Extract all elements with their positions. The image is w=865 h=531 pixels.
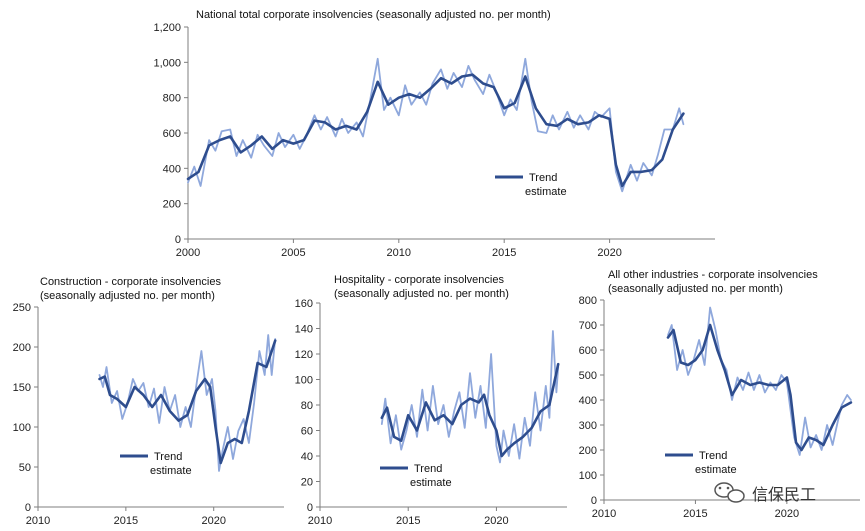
y-tick-label: 120 <box>295 349 313 361</box>
legend-label-line1: Trend <box>699 450 727 462</box>
y-tick-label: 50 <box>19 462 31 474</box>
y-tick-label: 40 <box>301 451 313 463</box>
x-tick-label: 2015 <box>114 515 138 527</box>
legend-label-line1: Trend <box>529 172 557 184</box>
monthly-series-line <box>187 57 685 193</box>
y-tick-label: 0 <box>25 502 31 514</box>
y-tick-label: 0 <box>307 502 313 514</box>
x-tick-label: 2010 <box>26 515 50 527</box>
chart-title: All other industries - corporate insolve… <box>608 269 818 281</box>
chart-subtitle: (seasonally adjusted no. per month) <box>608 283 783 295</box>
legend: Trend estimate <box>380 463 452 489</box>
x-tick-label: 2000 <box>176 247 200 259</box>
trend-estimate-line <box>666 323 853 452</box>
trend-estimate-line <box>98 339 277 465</box>
x-tick-label: 2005 <box>281 247 305 259</box>
y-tick-label: 800 <box>579 295 597 307</box>
y-tick-label: 500 <box>579 370 597 382</box>
chart-construction: 0 50 100 150 200 250 2010 2015 2020 Construction … <box>13 276 284 527</box>
y-tick-label: 100 <box>295 375 313 387</box>
x-tick-label: 2010 <box>387 247 411 259</box>
wechat-icon <box>714 482 745 503</box>
x-tick-label: 2020 <box>201 515 225 527</box>
monthly-series-line <box>98 334 277 472</box>
x-tick-label: 2020 <box>775 508 799 520</box>
x-tick-label: 2015 <box>492 247 516 259</box>
chart-title: Construction - corporate insolvencies <box>40 276 221 288</box>
y-tick-label: 800 <box>163 93 181 105</box>
x-tick-label: 2010 <box>308 515 332 527</box>
chart-subtitle: (seasonally adjusted no. per month) <box>40 290 215 302</box>
y-tick-label: 100 <box>13 422 31 434</box>
watermark-text: 信保民工 <box>752 485 816 504</box>
legend-label-line2: estimate <box>150 465 192 477</box>
y-tick-label: 700 <box>579 320 597 332</box>
legend-label-line2: estimate <box>525 186 567 198</box>
y-tick-label: 200 <box>13 342 31 354</box>
y-tick-label: 140 <box>295 324 313 336</box>
y-tick-label: 0 <box>591 495 597 507</box>
x-tick-label: 2015 <box>396 515 420 527</box>
legend: Trend estimate <box>120 451 192 477</box>
x-tick-label: 2020 <box>484 515 508 527</box>
y-tick-label: 60 <box>301 426 313 438</box>
y-tick-label: 200 <box>579 445 597 457</box>
legend: Trend estimate <box>665 450 737 476</box>
x-tick-label: 2015 <box>683 508 707 520</box>
y-tick-label: 1,200 <box>153 22 181 34</box>
y-tick-label: 250 <box>13 302 31 314</box>
y-tick-label: 300 <box>579 420 597 432</box>
y-tick-label: 600 <box>579 345 597 357</box>
monthly-series-line <box>380 330 560 464</box>
legend-label-line1: Trend <box>154 451 182 463</box>
y-tick-label: 100 <box>579 470 597 482</box>
trend-estimate-line <box>380 362 560 458</box>
watermark: 信保民工 <box>714 482 816 504</box>
chart-title: Hospitality - corporate insolvencies <box>334 274 504 286</box>
y-tick-label: 400 <box>579 395 597 407</box>
legend: Trend estimate <box>495 172 567 198</box>
x-tick-label: 2010 <box>592 508 616 520</box>
x-tick-label: 2020 <box>597 247 621 259</box>
chart-all-other-industries: 0 100 200 300 400 500 600 700 800 2010 2015 2020 All… <box>579 269 860 520</box>
legend-label-line1: Trend <box>414 463 442 475</box>
y-tick-label: 600 <box>163 128 181 140</box>
chart-title: National total corporate insolvencies (s… <box>196 9 551 21</box>
y-tick-label: 0 <box>175 234 181 246</box>
y-tick-label: 80 <box>301 400 313 412</box>
y-tick-label: 200 <box>163 199 181 211</box>
y-tick-label: 160 <box>295 298 313 310</box>
y-tick-label: 150 <box>13 382 31 394</box>
y-tick-label: 1,000 <box>153 57 181 69</box>
y-tick-label: 400 <box>163 163 181 175</box>
legend-label-line2: estimate <box>695 464 737 476</box>
trend-estimate-line <box>186 73 685 188</box>
chart-national-total: 0 200 400 600 800 1,000 1,200 2000 2005 2010 2015 2… <box>153 9 715 259</box>
y-tick-label: 20 <box>301 477 313 489</box>
chart-hospitality: 0 20 40 60 80 100 120 140 160 2010 2015 2020 Hospita… <box>295 274 567 527</box>
legend-label-line2: estimate <box>410 477 452 489</box>
chart-subtitle: (seasonally adjusted no. per month) <box>334 288 509 300</box>
